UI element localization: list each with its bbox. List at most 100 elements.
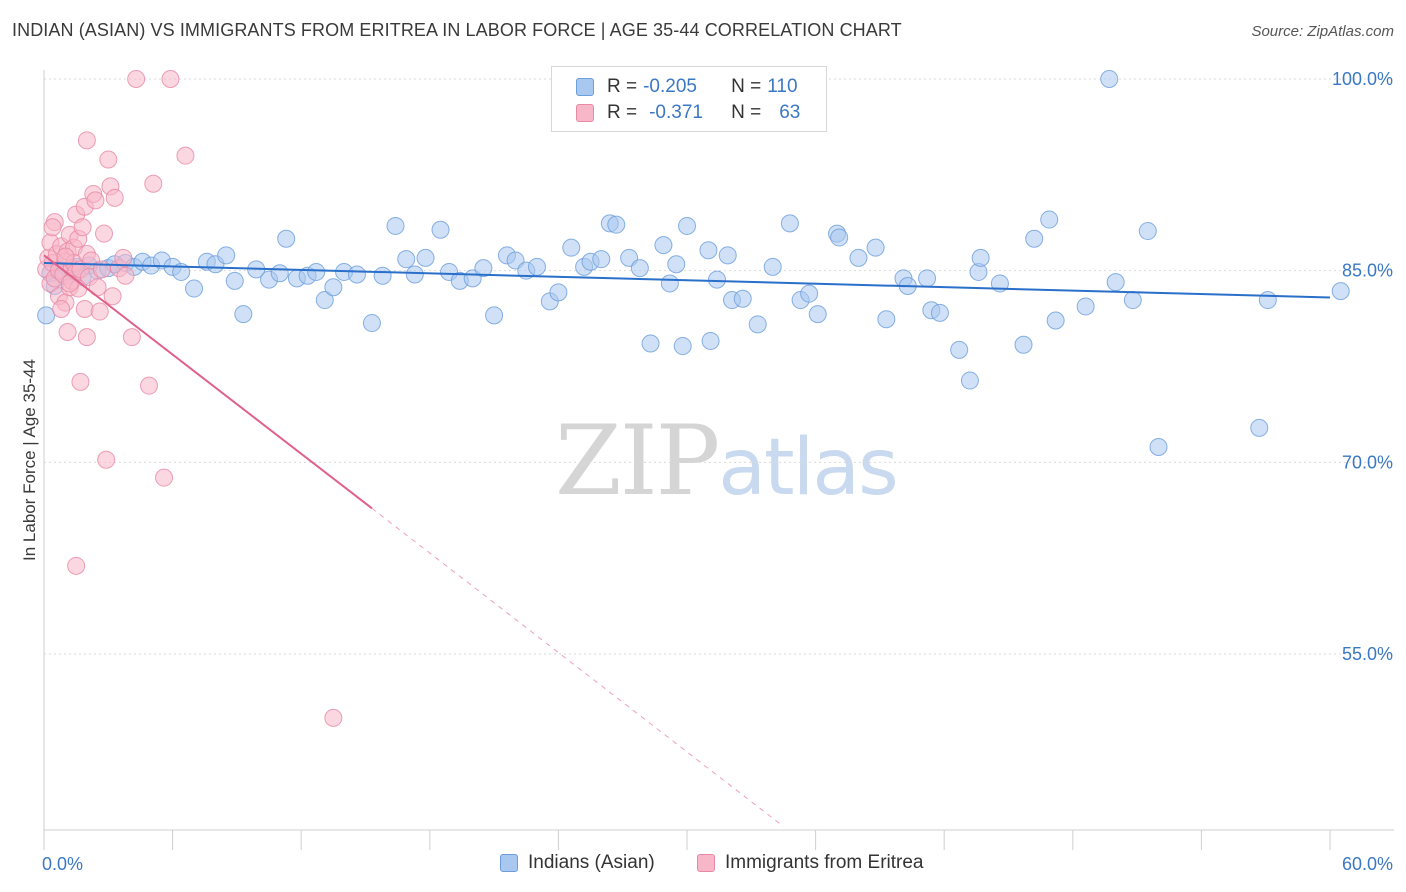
stats-legend-row-eritrea: R = -0.371 N = 63 (576, 101, 800, 125)
point-eritrea (75, 300, 94, 318)
legend-swatch-eritrea (576, 104, 594, 122)
legend-label: Immigrants from Eritrea (725, 852, 924, 873)
point-indians (324, 278, 343, 297)
point-indians (950, 340, 969, 359)
point-indians (1040, 210, 1059, 229)
point-indians (849, 248, 868, 267)
point-indians (1149, 438, 1168, 456)
point-indians (347, 265, 366, 284)
point-indians (1046, 311, 1065, 330)
point-indians (667, 255, 686, 274)
point-indians (830, 228, 849, 247)
point-indians (930, 303, 949, 322)
point-indians (485, 306, 504, 325)
n-label: N = (731, 102, 762, 123)
point-indians (866, 238, 885, 257)
trendline-eritrea-extension (371, 507, 784, 827)
point-indians (607, 215, 626, 234)
point-indians (1258, 291, 1277, 310)
point-indians (718, 246, 737, 265)
point-indians (641, 334, 660, 353)
point-eritrea (103, 287, 122, 306)
y-tick-label: 100.0% (1332, 69, 1393, 89)
point-indians (270, 264, 289, 283)
point-indians (562, 238, 581, 257)
point-indians (699, 241, 718, 260)
point-indians (217, 246, 236, 265)
point-eritrea (324, 708, 343, 727)
point-indians (733, 289, 752, 308)
point-indians (763, 257, 782, 276)
y-tick-label: 85.0% (1342, 261, 1393, 281)
point-eritrea (116, 266, 135, 285)
point-eritrea (90, 302, 109, 321)
point-indians (549, 283, 568, 302)
point-indians (708, 270, 727, 289)
point-indians (225, 271, 244, 290)
chart-title: INDIAN (ASIAN) VS IMMIGRANTS FROM ERITRE… (12, 20, 902, 40)
point-eritrea (71, 372, 90, 391)
point-indians (1138, 222, 1157, 241)
point-indians (877, 310, 896, 329)
point-indians (660, 274, 679, 293)
point-indians (1076, 297, 1095, 316)
point-eritrea (56, 247, 75, 266)
point-eritrea (144, 174, 163, 193)
point-eritrea (176, 146, 195, 165)
point-indians (748, 315, 767, 334)
point-eritrea (60, 274, 79, 293)
point-eritrea (161, 70, 180, 88)
point-indians (185, 279, 204, 298)
point-indians (808, 305, 827, 324)
point-eritrea (77, 328, 96, 347)
n-value: 63 (779, 102, 801, 123)
point-eritrea (77, 131, 96, 150)
point-indians (960, 371, 979, 390)
r-label: R = (607, 76, 638, 97)
point-indians (701, 331, 720, 350)
point-indians (1025, 229, 1044, 248)
point-eritrea (97, 450, 116, 469)
n-value: 110 (767, 76, 798, 97)
point-eritrea (67, 556, 86, 575)
point-indians (1250, 418, 1269, 437)
point-indians (654, 236, 673, 255)
series-legend: Indians (Asian) Immigrants from Eritrea (0, 852, 1406, 878)
point-indians (362, 314, 381, 333)
trendline-eritrea (43, 254, 373, 510)
point-indians (307, 262, 326, 281)
point-indians (405, 265, 424, 284)
stats-legend-row-indians: R = -0.205 N = 110 (576, 75, 798, 99)
legend-item-eritrea[interactable]: Immigrants from Eritrea (697, 852, 923, 874)
point-eritrea (127, 70, 146, 88)
point-indians (373, 266, 392, 285)
point-eritrea (114, 248, 133, 267)
point-indians (592, 250, 611, 269)
r-value: -0.371 (649, 102, 703, 123)
point-indians (416, 248, 435, 267)
point-indians (971, 248, 990, 267)
legend-item-indians[interactable]: Indians (Asian) (500, 852, 655, 874)
trendline-indians (43, 262, 1331, 299)
point-eritrea (43, 218, 62, 237)
point-eritrea (86, 191, 105, 210)
point-indians (780, 214, 799, 233)
point-indians (1014, 335, 1033, 354)
point-eritrea (140, 376, 159, 395)
r-value: -0.205 (643, 76, 697, 97)
point-indians (1123, 291, 1142, 310)
point-eritrea (58, 323, 77, 341)
point-eritrea (155, 468, 174, 487)
legend-swatch-eritrea (697, 854, 715, 872)
r-label: R = (607, 102, 638, 123)
point-eritrea (73, 218, 92, 237)
point-indians (37, 306, 56, 325)
point-eritrea (52, 300, 71, 318)
point-indians (234, 305, 253, 324)
x-tick-label-min: 0.0% (42, 854, 83, 874)
point-indians (800, 284, 819, 303)
y-tick-label: 55.0% (1342, 644, 1393, 664)
legend-swatch-indians (576, 78, 594, 96)
stats-legend: R = -0.205 N = 110 R = -0.371 N = 63 (551, 66, 827, 132)
